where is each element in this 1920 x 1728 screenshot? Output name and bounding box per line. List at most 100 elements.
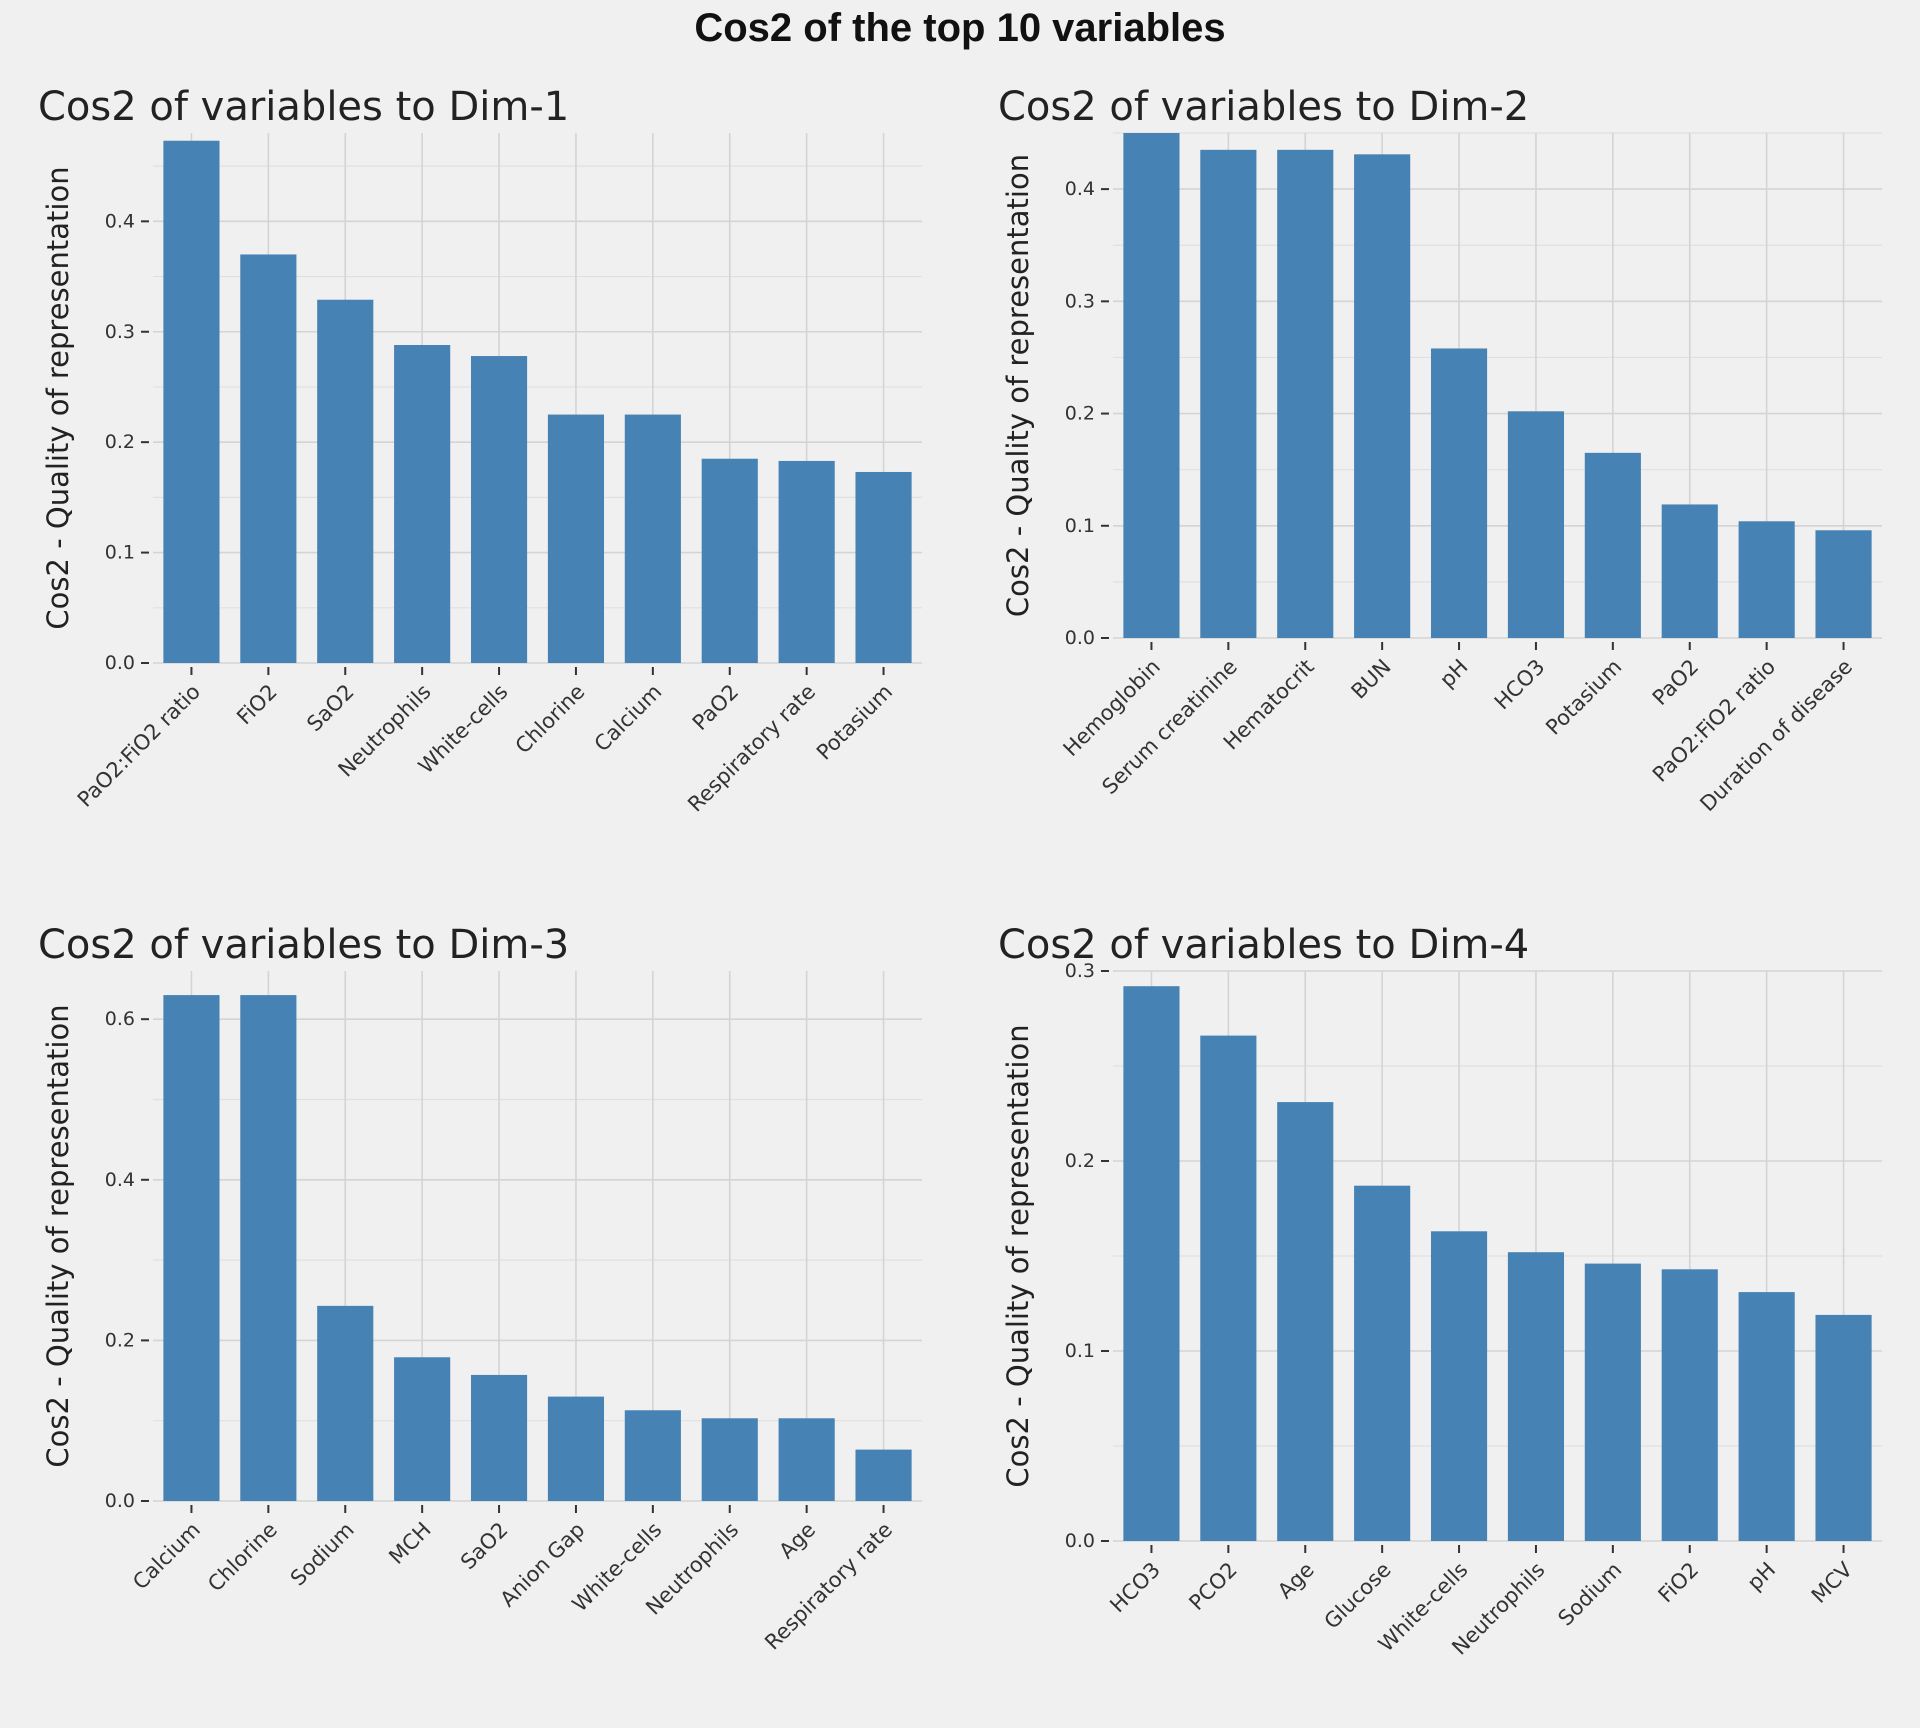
bar bbox=[163, 995, 220, 1501]
x-tick-label: SaO2 bbox=[302, 680, 359, 737]
x-tick-label: Sodium bbox=[1553, 1558, 1626, 1631]
x-tick-label: Serum creatinine bbox=[1097, 655, 1241, 799]
x-tick-label: pH bbox=[1743, 1558, 1781, 1596]
chart-panel: Cos2 of variables to Dim-3 Cos2 - Quality… bbox=[38, 922, 922, 1655]
bar bbox=[1354, 1185, 1411, 1541]
bar bbox=[1430, 348, 1488, 638]
bar bbox=[778, 460, 835, 663]
bar bbox=[394, 345, 451, 663]
y-tick-label: 0.1 bbox=[105, 542, 135, 564]
bar bbox=[1738, 521, 1795, 638]
bar bbox=[547, 1396, 605, 1501]
bar bbox=[701, 1418, 758, 1501]
y-tick-label: 0.1 bbox=[1065, 515, 1095, 537]
y-axis-label: Cos2 - Quality of representation bbox=[1001, 154, 1035, 617]
y-tick-label: 0.0 bbox=[105, 1490, 135, 1512]
x-tick-label: Age bbox=[1273, 1558, 1319, 1604]
bar bbox=[624, 1410, 681, 1501]
x-tick-label: PCO2 bbox=[1184, 1558, 1241, 1615]
x-tick-label: BUN bbox=[1347, 655, 1396, 704]
bar bbox=[470, 1374, 528, 1501]
x-tick-label: PaO2:FiO2 ratio bbox=[73, 680, 205, 812]
x-tick-label: FiO2 bbox=[1654, 1558, 1704, 1608]
y-tick-label: 0.0 bbox=[1065, 627, 1095, 649]
x-tick-label: Sodium bbox=[286, 1518, 359, 1591]
bar bbox=[1430, 1231, 1488, 1541]
y-tick-label: 0.4 bbox=[105, 1169, 135, 1191]
y-tick-label: 0.2 bbox=[1065, 403, 1095, 425]
bar bbox=[317, 299, 374, 663]
x-tick-label: PaO2 bbox=[688, 680, 743, 735]
x-tick-label: FiO2 bbox=[232, 680, 282, 730]
x-tick-label: SaO2 bbox=[456, 1518, 513, 1575]
y-tick-label: 0.3 bbox=[1065, 960, 1095, 982]
bar bbox=[1200, 149, 1257, 639]
x-tick-label: MCV bbox=[1807, 1557, 1858, 1608]
bar bbox=[470, 356, 528, 663]
y-tick-label: 0.4 bbox=[105, 210, 135, 232]
bar bbox=[240, 254, 297, 664]
x-tick-label: Chlorine bbox=[203, 1518, 282, 1597]
x-tick-label: Potasium bbox=[812, 680, 897, 765]
y-tick-label: 0.1 bbox=[1065, 1340, 1095, 1362]
chart-title: Cos2 of variables to Dim-4 bbox=[998, 922, 1529, 968]
bar bbox=[1507, 1252, 1565, 1541]
x-tick-label: Calcium bbox=[590, 680, 667, 757]
bar bbox=[1354, 154, 1411, 639]
bar bbox=[240, 995, 297, 1501]
x-tick-label: Chlorine bbox=[511, 680, 590, 759]
y-tick-label: 0.2 bbox=[1065, 1150, 1095, 1172]
y-tick-label: 0.3 bbox=[105, 321, 135, 343]
chart-title: Cos2 of variables to Dim-2 bbox=[998, 84, 1529, 130]
bar bbox=[1277, 149, 1334, 639]
bar bbox=[547, 414, 605, 663]
y-tick-label: 0.4 bbox=[1065, 178, 1095, 200]
bar bbox=[1815, 1314, 1872, 1541]
bar bbox=[855, 471, 912, 663]
bar bbox=[1277, 1102, 1334, 1541]
bar bbox=[1584, 452, 1641, 638]
x-tick-label: Age bbox=[774, 1518, 820, 1564]
y-tick-label: 0.2 bbox=[105, 1329, 135, 1351]
x-tick-label: PaO2 bbox=[1648, 655, 1703, 710]
bar bbox=[624, 414, 681, 663]
bar bbox=[1661, 1269, 1718, 1541]
bar bbox=[1123, 986, 1180, 1541]
bar bbox=[701, 458, 758, 663]
y-tick-label: 0.0 bbox=[1065, 1530, 1095, 1552]
y-axis-label: Cos2 - Quality of representation bbox=[41, 1004, 75, 1467]
y-tick-label: 0.3 bbox=[1065, 290, 1095, 312]
chart-panel: Cos2 of variables to Dim-2 Cos2 - Quality… bbox=[998, 84, 1882, 816]
bar bbox=[1738, 1292, 1795, 1541]
x-tick-label: MCH bbox=[384, 1518, 435, 1569]
x-tick-label: Respiratory rate bbox=[683, 680, 820, 817]
x-tick-label: HCO3 bbox=[1490, 655, 1550, 715]
x-tick-label: pH bbox=[1435, 655, 1473, 693]
x-tick-label: Calcium bbox=[128, 1518, 205, 1595]
bar bbox=[1661, 504, 1718, 638]
bar bbox=[1584, 1263, 1641, 1541]
x-tick-label: Glucose bbox=[1320, 1558, 1396, 1634]
y-axis-label: Cos2 - Quality of representation bbox=[41, 166, 75, 629]
bar bbox=[778, 1418, 835, 1501]
y-tick-label: 0.0 bbox=[105, 652, 135, 674]
bar bbox=[394, 1357, 451, 1501]
chart-title: Cos2 of variables to Dim-3 bbox=[38, 922, 569, 968]
bar bbox=[1200, 1035, 1257, 1541]
chart-panel: Cos2 of variables to Dim-4 Cos2 - Quality… bbox=[998, 922, 1882, 1660]
bar bbox=[855, 1449, 912, 1501]
y-tick-label: 0.2 bbox=[105, 431, 135, 453]
bar bbox=[163, 140, 220, 663]
figure-title: Cos2 of the top 10 variables bbox=[694, 6, 1226, 50]
bar bbox=[1123, 133, 1180, 638]
x-tick-label: Duration of disease bbox=[1695, 655, 1857, 817]
x-tick-label: Potasium bbox=[1541, 655, 1626, 740]
x-tick-label: Respiratory rate bbox=[760, 1518, 897, 1655]
y-tick-label: 0.6 bbox=[105, 1008, 135, 1030]
chart-panel: Cos2 of variables to Dim-1 Cos2 - Quality… bbox=[38, 84, 922, 817]
bar bbox=[1815, 530, 1872, 638]
chart-title: Cos2 of variables to Dim-1 bbox=[38, 84, 569, 130]
bar bbox=[317, 1305, 374, 1501]
